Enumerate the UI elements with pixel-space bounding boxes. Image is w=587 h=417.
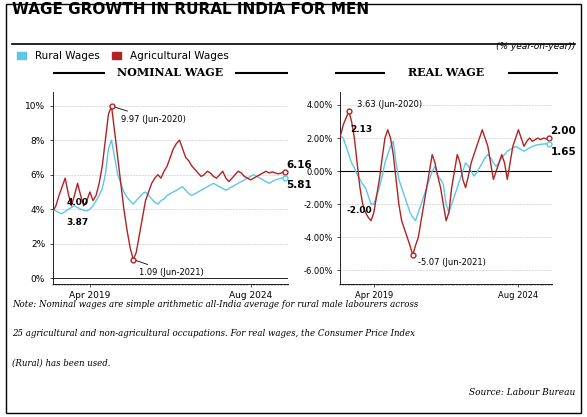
Text: 4.00: 4.00 — [66, 198, 89, 207]
Text: (% year-on-year)): (% year-on-year)) — [496, 42, 575, 51]
Text: -2.00: -2.00 — [347, 206, 372, 215]
Text: 2.13: 2.13 — [350, 125, 372, 134]
Text: 1.09 (Jun-2021): 1.09 (Jun-2021) — [136, 261, 204, 277]
Text: Note: Nominal wages are simple arithmetic all-India average for rural male labou: Note: Nominal wages are simple arithmeti… — [12, 300, 418, 309]
Text: 3.63 (Jun-2020): 3.63 (Jun-2020) — [352, 100, 422, 111]
Text: 2.00: 2.00 — [551, 126, 576, 136]
Text: 3.87: 3.87 — [66, 218, 89, 227]
Text: 5.81: 5.81 — [286, 180, 312, 190]
Text: 9.97 (Jun-2020): 9.97 (Jun-2020) — [114, 107, 185, 124]
Text: (Rural) has been used.: (Rural) has been used. — [12, 359, 110, 368]
Text: NOMINAL WAGE: NOMINAL WAGE — [117, 68, 224, 78]
Legend: Rural Wages, Agricultural Wages: Rural Wages, Agricultural Wages — [17, 51, 228, 61]
Text: Source: Labour Bureau: Source: Labour Bureau — [469, 388, 575, 397]
Text: 6.16: 6.16 — [286, 160, 312, 170]
Text: WAGE GROWTH IN RURAL INDIA FOR MEN: WAGE GROWTH IN RURAL INDIA FOR MEN — [12, 2, 369, 17]
Text: REAL WAGE: REAL WAGE — [408, 68, 484, 78]
Text: 1.65: 1.65 — [551, 147, 576, 157]
Text: -5.07 (Jun-2021): -5.07 (Jun-2021) — [413, 255, 486, 267]
Text: 25 agricultural and non-agricultural occupations. For real wages, the Consumer P: 25 agricultural and non-agricultural occ… — [12, 329, 415, 339]
